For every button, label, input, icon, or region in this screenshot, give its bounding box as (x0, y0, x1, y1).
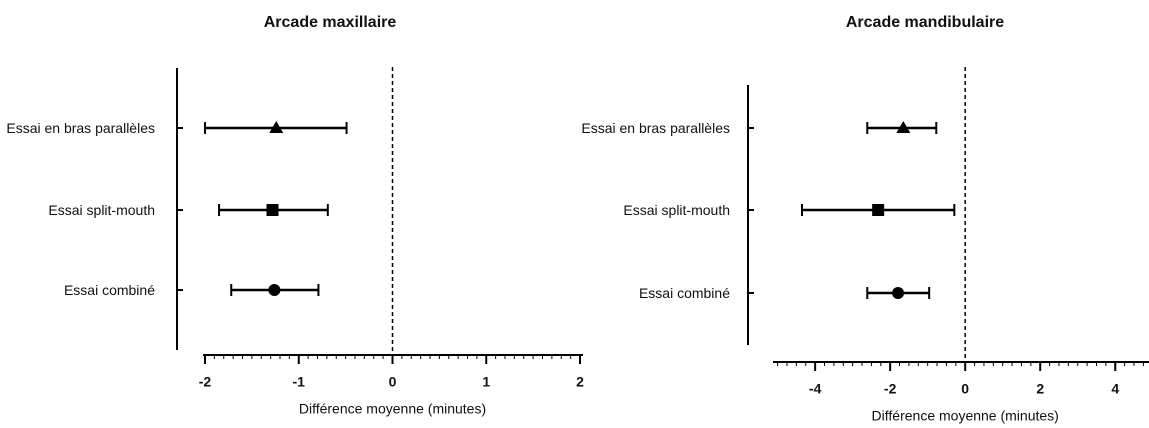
chart-title: Arcade mandibulaire (846, 14, 1004, 31)
category-label: Essai en bras parallèles (6, 120, 155, 136)
category-label: Essai split-mouth (623, 202, 730, 218)
x-tick-label: -2 (199, 374, 212, 390)
category-label: Essai combiné (638, 285, 730, 301)
point (872, 204, 885, 216)
x-tick-label: 0 (389, 374, 397, 390)
point (269, 121, 284, 133)
x-tick-label: -2 (884, 381, 897, 397)
point (268, 284, 281, 296)
chart-title: Arcade maxillaire (264, 14, 397, 31)
x-tick-label: 2 (576, 374, 584, 390)
x-axis-label: Différence moyenne (minutes) (299, 401, 486, 417)
x-tick-label: 1 (482, 374, 490, 390)
point (896, 121, 911, 133)
point (266, 204, 279, 216)
x-tick-label: 2 (1036, 381, 1044, 397)
x-tick-label: -1 (293, 374, 306, 390)
point (892, 287, 905, 299)
x-tick-label: 4 (1111, 381, 1119, 397)
x-axis-label: Différence moyenne (minutes) (872, 408, 1059, 424)
category-label: Essai combiné (63, 282, 155, 298)
x-tick-label: 0 (961, 381, 969, 397)
x-tick-label: -4 (809, 381, 822, 397)
category-label: Essai en bras parallèles (581, 120, 730, 136)
category-label: Essai split-mouth (48, 202, 155, 218)
